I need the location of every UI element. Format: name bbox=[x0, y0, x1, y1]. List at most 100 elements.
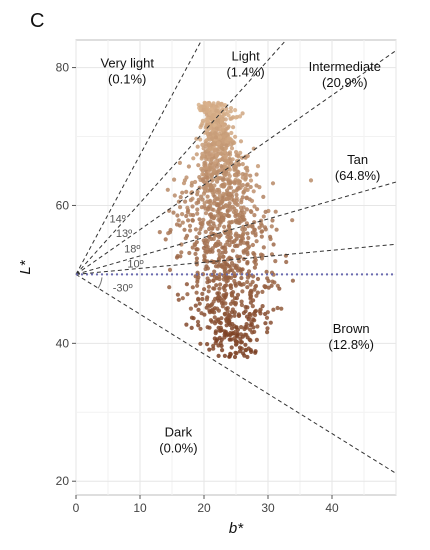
y-tick-label: 20 bbox=[56, 474, 70, 488]
data-point bbox=[273, 259, 278, 264]
data-point bbox=[251, 189, 256, 194]
data-point bbox=[239, 275, 244, 281]
data-point bbox=[216, 353, 221, 358]
data-point bbox=[224, 283, 229, 288]
data-point bbox=[234, 231, 239, 236]
data-point bbox=[203, 175, 209, 180]
data-point bbox=[239, 197, 244, 203]
data-point bbox=[222, 269, 227, 274]
data-point bbox=[275, 305, 280, 311]
x-axis-title: b* bbox=[229, 520, 244, 537]
data-point bbox=[277, 286, 282, 291]
data-point bbox=[228, 207, 233, 212]
data-point bbox=[205, 259, 210, 264]
data-point bbox=[234, 150, 239, 155]
data-point bbox=[208, 249, 213, 254]
data-point bbox=[212, 315, 217, 320]
data-point bbox=[237, 280, 242, 285]
data-point bbox=[255, 164, 261, 169]
data-point bbox=[230, 307, 235, 312]
data-point bbox=[171, 210, 176, 215]
region-percent-label: (0.1%) bbox=[108, 72, 146, 87]
data-point bbox=[205, 325, 210, 330]
data-point bbox=[176, 199, 181, 204]
data-point bbox=[200, 291, 205, 296]
data-point bbox=[217, 255, 222, 260]
data-point bbox=[265, 276, 270, 281]
data-point bbox=[208, 132, 213, 137]
data-point bbox=[272, 280, 277, 285]
data-point bbox=[223, 204, 228, 209]
data-point bbox=[255, 324, 260, 329]
data-point bbox=[252, 313, 258, 318]
data-point bbox=[193, 303, 198, 308]
data-point bbox=[188, 198, 193, 203]
data-point bbox=[213, 159, 218, 165]
data-point bbox=[229, 116, 234, 121]
data-point bbox=[212, 112, 217, 117]
angle-label: -30º bbox=[113, 283, 133, 295]
x-tick-label: 20 bbox=[197, 501, 211, 515]
angle-label: 18º bbox=[124, 243, 140, 255]
data-point bbox=[214, 153, 219, 158]
data-point bbox=[239, 340, 244, 345]
data-point bbox=[229, 142, 234, 147]
data-point bbox=[247, 311, 252, 317]
data-point bbox=[236, 312, 241, 317]
data-point bbox=[175, 292, 180, 297]
data-point bbox=[259, 229, 264, 234]
data-point bbox=[242, 227, 248, 232]
data-point bbox=[240, 234, 245, 239]
data-point bbox=[220, 215, 225, 220]
region-name-label: Intermediate bbox=[309, 59, 381, 74]
data-point bbox=[232, 243, 238, 249]
data-point bbox=[265, 326, 270, 331]
data-point bbox=[218, 151, 224, 156]
data-point bbox=[254, 337, 259, 342]
data-point bbox=[157, 230, 162, 235]
data-point bbox=[189, 325, 194, 330]
data-point bbox=[208, 212, 214, 217]
data-point bbox=[215, 213, 220, 218]
data-point bbox=[190, 204, 195, 209]
data-point bbox=[227, 213, 232, 219]
data-point bbox=[211, 299, 216, 304]
data-point bbox=[189, 183, 194, 188]
region-name-label: Tan bbox=[347, 152, 368, 167]
data-point bbox=[211, 343, 216, 348]
data-point bbox=[214, 108, 219, 113]
data-point bbox=[208, 160, 213, 166]
data-point bbox=[252, 255, 258, 260]
data-point bbox=[224, 143, 229, 148]
data-point bbox=[195, 319, 201, 324]
data-point bbox=[184, 189, 189, 194]
data-point bbox=[222, 353, 227, 358]
data-point bbox=[240, 267, 245, 272]
data-point bbox=[245, 285, 250, 290]
data-point bbox=[216, 141, 221, 146]
data-point bbox=[259, 252, 264, 257]
y-tick-label: 40 bbox=[56, 336, 70, 350]
data-point bbox=[219, 301, 225, 306]
data-point bbox=[198, 227, 203, 232]
data-point bbox=[227, 224, 232, 229]
data-point bbox=[190, 218, 195, 223]
data-point bbox=[238, 332, 244, 337]
data-point bbox=[245, 231, 250, 236]
data-point bbox=[222, 247, 228, 252]
data-point bbox=[249, 320, 254, 325]
data-point bbox=[188, 306, 193, 311]
data-point bbox=[180, 190, 185, 195]
data-point bbox=[200, 142, 205, 147]
region-percent-label: (0.0%) bbox=[159, 440, 197, 455]
data-point bbox=[198, 341, 203, 346]
data-point bbox=[204, 297, 209, 302]
data-point bbox=[241, 190, 246, 195]
data-point bbox=[229, 240, 234, 245]
data-point bbox=[185, 292, 190, 297]
data-point bbox=[236, 212, 241, 218]
data-point bbox=[224, 126, 229, 131]
data-point bbox=[244, 325, 249, 330]
data-point bbox=[207, 152, 212, 157]
data-point bbox=[241, 205, 246, 210]
